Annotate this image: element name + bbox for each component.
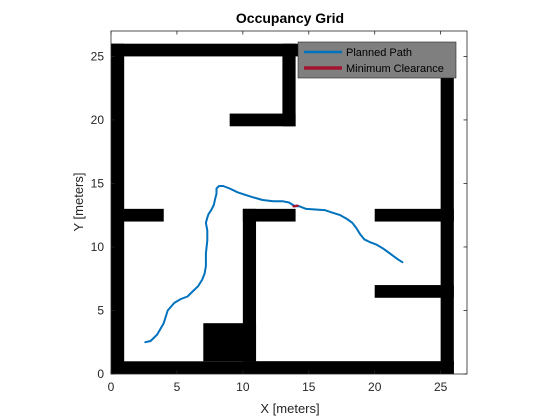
legend-box xyxy=(297,41,457,79)
y-tick-label: 25 xyxy=(91,49,105,63)
x-tick-label: 15 xyxy=(302,380,316,394)
legend: Planned Path Minimum Clearance xyxy=(297,41,457,79)
y-tick-label: 0 xyxy=(97,367,104,381)
series-line-planned-path xyxy=(144,185,404,344)
chart-title: Occupancy Grid xyxy=(236,10,344,26)
obstacle-right-upper-stub xyxy=(374,208,454,222)
legend-entry-label: Minimum Clearance xyxy=(346,63,444,75)
series-line-minimum-clearance xyxy=(292,204,299,208)
y-axis-label: Y [meters] xyxy=(71,172,86,231)
obstacle-layer xyxy=(111,43,454,374)
legend-entry-label: Planned Path xyxy=(346,47,412,59)
x-tick-label: 0 xyxy=(108,380,115,394)
axes-frame xyxy=(110,30,468,375)
obstacle-bottom-horizontal xyxy=(242,361,454,366)
x-tick-label: 10 xyxy=(236,380,250,394)
x-tick-label: 20 xyxy=(368,380,382,394)
y-tick-label: 5 xyxy=(97,303,104,317)
x-tick-label: 25 xyxy=(434,380,448,394)
x-axis-label: X [meters] xyxy=(260,401,319,416)
y-axis: 0 5 10 15 20 25 xyxy=(91,49,467,381)
obstacle-bottom-block xyxy=(203,323,257,362)
obstacle-right-lower-stub xyxy=(374,285,454,298)
y-tick-label: 15 xyxy=(91,176,105,190)
y-tick-label: 20 xyxy=(91,113,105,127)
y-tick-label: 10 xyxy=(91,240,105,254)
obstacle-top-inner-vertical xyxy=(282,43,296,127)
path-layer xyxy=(144,185,404,344)
obstacle-top-inner-horizontal xyxy=(229,113,296,127)
x-axis: 0 5 10 15 20 25 xyxy=(108,31,448,394)
x-tick-label: 5 xyxy=(174,380,181,394)
obstacle-left-stub xyxy=(111,208,164,222)
